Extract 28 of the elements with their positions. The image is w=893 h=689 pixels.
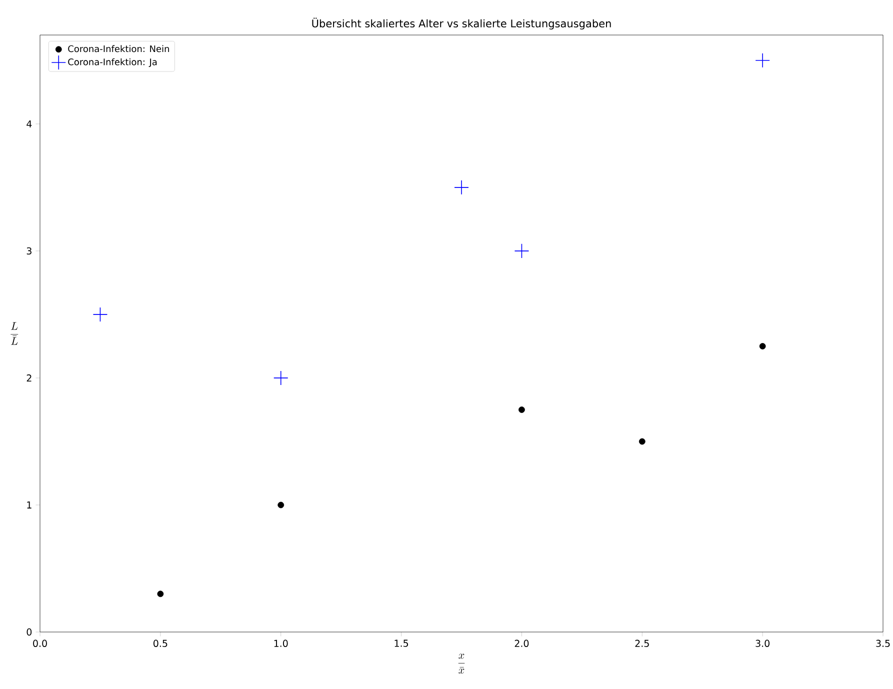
y-tick-label: 1 — [27, 502, 32, 508]
point — [278, 502, 284, 508]
x-tick-label: 0.0 — [33, 640, 47, 647]
legend-label: Corona-Infektion: Ja — [68, 58, 157, 67]
y-tick-label: 0 — [26, 628, 32, 636]
x-tick-label: 3.5 — [876, 640, 890, 647]
point — [92, 307, 108, 322]
point — [518, 406, 525, 413]
x-tick-label: 0.5 — [154, 640, 168, 647]
y-tick-label: 4 — [26, 120, 32, 128]
point — [273, 370, 288, 386]
point — [759, 343, 766, 350]
y-axis-title: $\frac{L}{\bar{L}}$ — [10, 322, 18, 345]
x-tick-label: 1.0 — [274, 640, 288, 647]
chart-title: Übersicht skaliertes Alter vs skalierte Leistungsausgaben — [312, 18, 611, 30]
point — [514, 244, 530, 258]
x-tick-label: 2.5 — [635, 640, 649, 647]
x-tick-label: 1.5 — [394, 640, 408, 647]
x-tick-label: 2.0 — [514, 640, 529, 647]
legend-label: Corona-Infektion: Nein — [68, 45, 169, 52]
point — [638, 438, 646, 445]
y-tick-label: 3 — [26, 247, 32, 255]
point — [157, 590, 164, 598]
y-tick-label: 2 — [26, 374, 32, 382]
x-tick-label: 3.0 — [756, 640, 770, 647]
point — [454, 180, 469, 195]
point — [755, 53, 770, 68]
x-axis-title: $\frac{x}{\bar{x}}$ — [458, 654, 465, 674]
